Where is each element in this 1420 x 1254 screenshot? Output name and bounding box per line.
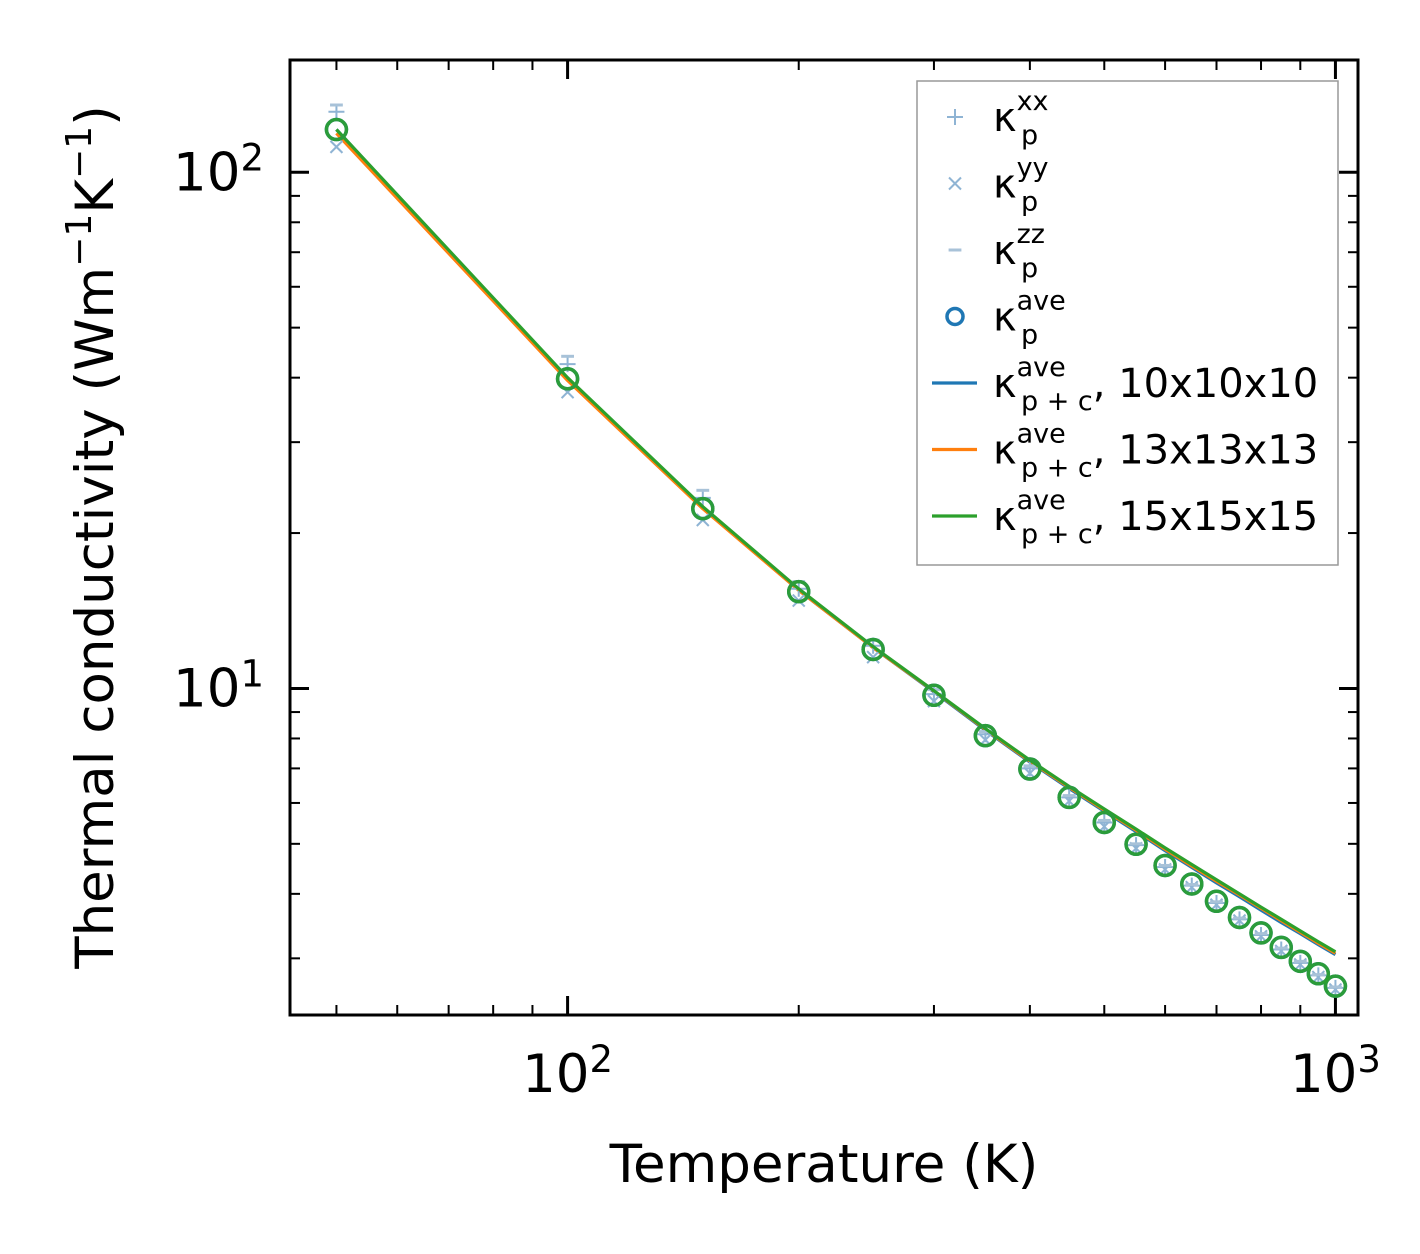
data-point-ave-overlay: [861, 637, 885, 662]
legend-label: κxx p: [993, 86, 1049, 151]
data-point-xx: [1292, 954, 1309, 971]
legend-marker-circle: [945, 306, 965, 327]
x-tick-label: 102: [522, 1038, 613, 1105]
y-label-sup1: −1: [59, 214, 100, 267]
data-point-yy: [329, 140, 344, 154]
data-point-yy: [1311, 970, 1326, 984]
data-point-ave-overlay: [1306, 962, 1331, 986]
legend-label: κzz p: [993, 219, 1045, 284]
y-tick-label: 102: [173, 136, 264, 203]
series-ave-overlay: [324, 117, 1348, 998]
data-point-ave-overlay: [1227, 905, 1252, 930]
data-point-xx: [1096, 814, 1113, 831]
y-label-sup2: −1: [59, 126, 100, 179]
plot-frame: [288, 58, 1360, 1017]
data-point-ave-overlay: [1288, 949, 1313, 974]
y-label-mid: K: [65, 178, 126, 214]
legend-marker-plus: [947, 109, 963, 125]
data-point-ave-overlay: [973, 723, 998, 748]
legend-item-xx: κxx p: [947, 86, 1049, 151]
data-point-ave-overlay: [324, 117, 349, 142]
data-point-ave-overlay: [691, 496, 715, 521]
plot-series: [324, 103, 1348, 998]
data-point-ave-overlay: [1180, 872, 1204, 896]
legend-item-yy: κyy p: [948, 153, 1049, 218]
legend-item-c10: κave p + c, 10x10x10: [932, 352, 1318, 417]
legend-label: κave p + c, 15x15x15: [993, 485, 1318, 550]
data-point-ave-overlay: [1323, 974, 1348, 998]
legend-marker-cross: [948, 176, 962, 191]
data-point-ave-overlay: [1124, 832, 1148, 857]
data-point-ave-overlay: [1153, 853, 1177, 878]
data-point-ave-overlay: [1018, 757, 1042, 781]
y-axis-label: Thermal conductivity (Wm−1K−1): [59, 105, 126, 970]
data-point-ave-overlay: [1249, 921, 1273, 945]
series-c15: [335, 128, 1337, 954]
data-point-xx: [1061, 789, 1078, 806]
data-point-ave-overlay: [1204, 889, 1229, 914]
legend-item-c13: κave p + c, 13x13x13: [932, 419, 1318, 484]
major-ticks: [290, 60, 1358, 1015]
x-axis-label: Temperature (K): [609, 1134, 1039, 1195]
x-tick-label: 103: [1290, 1038, 1381, 1105]
legend-label: κave p: [993, 286, 1066, 351]
legend-label: κave p + c, 10x10x10: [993, 352, 1318, 417]
legend-item-ave: κave p: [945, 286, 1066, 351]
legend-item-c15: κave p + c, 15x15x15: [932, 485, 1318, 550]
y-tick-label: 101: [173, 652, 264, 719]
data-point-yy: [866, 650, 880, 664]
data-point-ave-overlay: [1269, 935, 1293, 960]
minor-ticks: [290, 60, 1358, 1015]
legend-item-zz: κzz p: [948, 219, 1045, 284]
legend-label: κyy p: [993, 153, 1049, 218]
data-point-ave-overlay: [922, 683, 946, 708]
series-line-c15: [335, 128, 1337, 954]
y-label-base: Thermal conductivity (Wm: [65, 267, 126, 970]
data-point-ave-overlay: [786, 579, 811, 604]
y-label-end: ): [65, 105, 126, 126]
legend-frame: [916, 80, 1339, 566]
legend-label: κave p + c, 13x13x13: [993, 419, 1318, 484]
data-point-ave-overlay: [555, 367, 580, 391]
tick-labels: 102 103 101 102: [173, 136, 1381, 1105]
data-point-ave-overlay: [1057, 785, 1081, 810]
data-point-ave-overlay: [1092, 810, 1117, 835]
